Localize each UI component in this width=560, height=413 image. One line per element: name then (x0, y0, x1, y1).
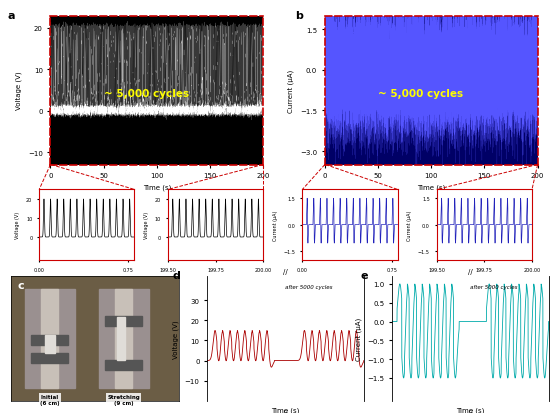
X-axis label: Time (s): Time (s) (272, 406, 300, 413)
Text: //: // (283, 268, 288, 274)
Bar (105, 316, 142, 326)
Bar (41, 289, 58, 388)
Text: //: // (283, 409, 288, 413)
Y-axis label: Current (μA): Current (μA) (288, 69, 295, 112)
X-axis label: Time (s): Time (s) (474, 278, 494, 282)
Text: ~ 5,000 cycles: ~ 5,000 cycles (104, 89, 189, 99)
Y-axis label: Current (μA): Current (μA) (408, 210, 412, 240)
Bar (117, 318, 125, 360)
Text: after 5000 cycles: after 5000 cycles (470, 284, 517, 289)
Bar (45, 335, 55, 354)
Y-axis label: Voltage (V): Voltage (V) (172, 319, 179, 358)
Text: c: c (18, 280, 25, 290)
Text: d: d (172, 271, 180, 280)
Text: a: a (8, 11, 15, 21)
X-axis label: Time (s): Time (s) (340, 278, 360, 282)
X-axis label: Time (s): Time (s) (143, 184, 171, 191)
X-axis label: Time (s): Time (s) (77, 278, 97, 282)
Text: Initial
(6 cm): Initial (6 cm) (40, 394, 60, 405)
Text: after 5000 cycles: after 5000 cycles (286, 284, 333, 289)
X-axis label: Time (s): Time (s) (456, 406, 484, 413)
Y-axis label: Current (μA): Current (μA) (273, 210, 278, 240)
Bar (25, 289, 75, 388)
Y-axis label: Current (μA): Current (μA) (355, 317, 362, 360)
Y-axis label: Voltage (V): Voltage (V) (16, 211, 21, 239)
Y-axis label: Voltage (V): Voltage (V) (16, 71, 22, 110)
Bar (99, 289, 149, 388)
Bar (115, 289, 132, 388)
Bar (31, 354, 68, 363)
Y-axis label: Voltage (V): Voltage (V) (144, 211, 150, 239)
Text: //: // (468, 409, 473, 413)
Text: b: b (295, 11, 303, 21)
Text: e: e (361, 271, 368, 280)
Bar (105, 360, 142, 370)
Text: //: // (468, 268, 473, 274)
Bar (31, 335, 68, 345)
Text: Stretching
(9 cm): Stretching (9 cm) (108, 394, 140, 405)
X-axis label: Time (s): Time (s) (206, 278, 226, 282)
X-axis label: Time (s): Time (s) (417, 184, 445, 191)
Text: ~ 5,000 cycles: ~ 5,000 cycles (378, 89, 463, 99)
